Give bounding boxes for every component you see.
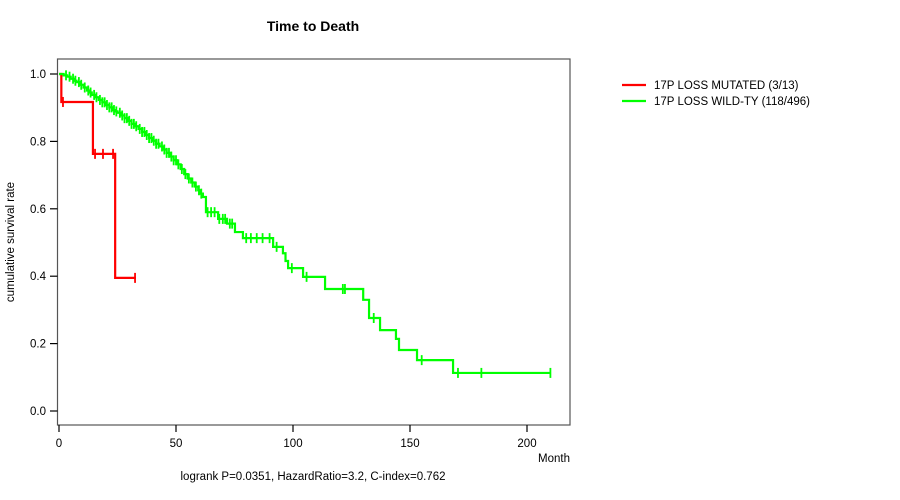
legend-label-mutated: 17P LOSS MUTATED (3/13) xyxy=(654,80,799,92)
x-axis-title: Month xyxy=(538,453,570,465)
y-axis: 1.0 0.8 0.6 0.4 0.2 0.0 xyxy=(30,69,58,418)
y-tick-label: 1.0 xyxy=(30,69,46,81)
chart-title: Time to Death xyxy=(267,18,359,34)
x-tick-label: 200 xyxy=(517,438,536,450)
x-tick-label: 0 xyxy=(56,438,62,450)
y-tick-label: 0.2 xyxy=(30,339,46,351)
x-axis: 0 50 100 150 200 xyxy=(56,425,537,450)
legend: 17P LOSS MUTATED (3/13) 17P LOSS WILD-TY… xyxy=(622,80,810,108)
y-tick-label: 0.4 xyxy=(30,271,47,283)
km-curve xyxy=(59,72,551,375)
y-tick-label: 0.0 xyxy=(30,406,46,418)
x-tick-label: 100 xyxy=(283,438,302,450)
y-axis-title: cumulative survival rate xyxy=(5,182,17,302)
plot-box xyxy=(56,58,571,426)
survival-curves xyxy=(59,70,552,378)
y-tick-label: 0.6 xyxy=(30,204,46,216)
y-tick-label: 0.8 xyxy=(30,136,46,148)
stats-annotation: logrank P=0.0351, HazardRatio=3.2, C-ind… xyxy=(181,471,446,483)
km-curve xyxy=(59,72,136,279)
x-tick-label: 150 xyxy=(400,438,419,450)
legend-label-wildtype: 17P LOSS WILD-TY (118/496) xyxy=(654,96,810,108)
x-tick-label: 50 xyxy=(170,438,183,450)
